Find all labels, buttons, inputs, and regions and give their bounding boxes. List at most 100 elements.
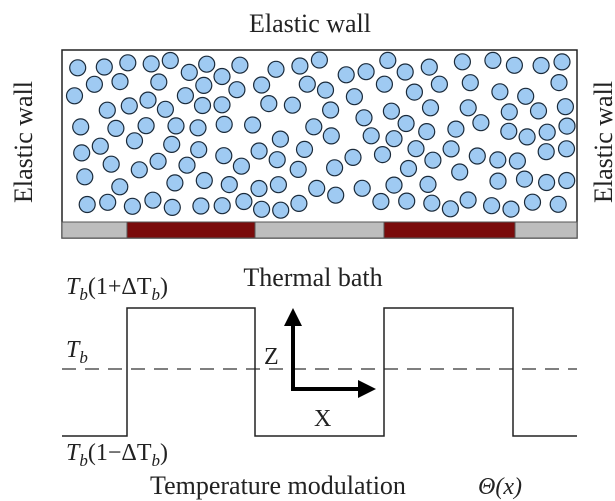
- particle: [213, 197, 231, 215]
- particle: [298, 75, 316, 93]
- text: (1−ΔT: [88, 440, 152, 466]
- particle: [111, 72, 129, 91]
- caption: Temperature modulation: [150, 471, 406, 500]
- particle: [461, 74, 479, 92]
- particle: [161, 51, 179, 70]
- particle: [316, 81, 335, 99]
- cold-segment: [61, 221, 128, 239]
- bath-strip: [61, 221, 578, 239]
- particle: [107, 119, 125, 137]
- particle: [423, 194, 441, 212]
- hot-segment: [126, 221, 256, 239]
- symbol: T: [66, 440, 81, 466]
- particle: [483, 197, 501, 215]
- particle: [290, 194, 308, 212]
- particle: [98, 101, 116, 119]
- x-arrowhead: [358, 380, 376, 398]
- particle: [72, 118, 90, 136]
- particle: [213, 96, 231, 114]
- particle: [430, 75, 448, 93]
- particle: [178, 156, 196, 174]
- particle: [232, 157, 250, 175]
- particle: [523, 193, 542, 211]
- particle: [193, 96, 212, 115]
- particle: [195, 171, 213, 190]
- particle: [253, 76, 271, 94]
- particle: [549, 195, 567, 213]
- particle: [190, 141, 208, 159]
- right-wall-label: Elastic wall: [589, 81, 615, 203]
- subscript: b: [151, 285, 160, 304]
- particle: [550, 73, 568, 92]
- particle: [418, 123, 436, 141]
- subscript: b: [151, 451, 160, 470]
- particle: [515, 170, 534, 188]
- particle: [253, 200, 271, 218]
- particle: [78, 195, 96, 214]
- z-label: Z: [264, 344, 279, 370]
- text: (1+ΔT: [88, 274, 152, 300]
- particle: [553, 53, 571, 71]
- particle: [305, 118, 323, 136]
- z-arrowhead: [284, 308, 302, 326]
- cold-segment: [514, 221, 578, 239]
- symbol: T: [66, 337, 81, 363]
- particle: [357, 63, 375, 81]
- particle: [407, 140, 425, 158]
- particle: [213, 67, 231, 86]
- particle: [517, 87, 535, 105]
- particle: [142, 55, 160, 73]
- particle: [505, 56, 524, 74]
- particle: [472, 114, 490, 132]
- particle: [326, 159, 344, 177]
- particle: [271, 130, 289, 148]
- particle: [215, 115, 233, 134]
- particle: [518, 128, 536, 146]
- particle: [167, 117, 185, 135]
- particle: [373, 146, 392, 164]
- particle: [379, 51, 397, 70]
- particle: [123, 197, 141, 215]
- particle: [310, 51, 328, 69]
- symbol: T: [66, 274, 81, 300]
- particle: [372, 192, 390, 211]
- particle: [558, 117, 576, 135]
- particle: [537, 143, 555, 161]
- particle: [144, 191, 162, 209]
- particle: [166, 174, 184, 192]
- bath-label: Thermal bath: [243, 263, 382, 292]
- particle: [489, 151, 507, 169]
- particle: [397, 114, 415, 133]
- particle: [337, 66, 355, 84]
- particle: [556, 98, 575, 116]
- particle: [85, 75, 104, 93]
- particle: [192, 197, 210, 215]
- particle: [102, 155, 120, 173]
- particle: [267, 60, 285, 78]
- particle: [420, 58, 438, 76]
- temperature-profile: [62, 307, 577, 437]
- particle: [375, 75, 393, 93]
- particle: [95, 58, 113, 76]
- particle: [557, 140, 576, 158]
- particle: [419, 175, 437, 193]
- subscript: b: [79, 451, 88, 470]
- particle: [295, 140, 314, 158]
- particle: [459, 99, 477, 117]
- particle: [91, 137, 109, 155]
- particle: [385, 176, 403, 194]
- particle: [99, 193, 117, 211]
- particle: [269, 176, 287, 194]
- particle: [355, 109, 373, 127]
- particle: [125, 132, 144, 150]
- particle: [272, 201, 290, 219]
- particle: [120, 97, 138, 115]
- particle: [489, 172, 507, 190]
- particle: [228, 81, 246, 99]
- middle-level-label: Tb: [66, 337, 88, 367]
- particle: [502, 200, 520, 218]
- particle: [130, 161, 148, 179]
- subscript: b: [79, 285, 88, 304]
- particle: [119, 54, 137, 72]
